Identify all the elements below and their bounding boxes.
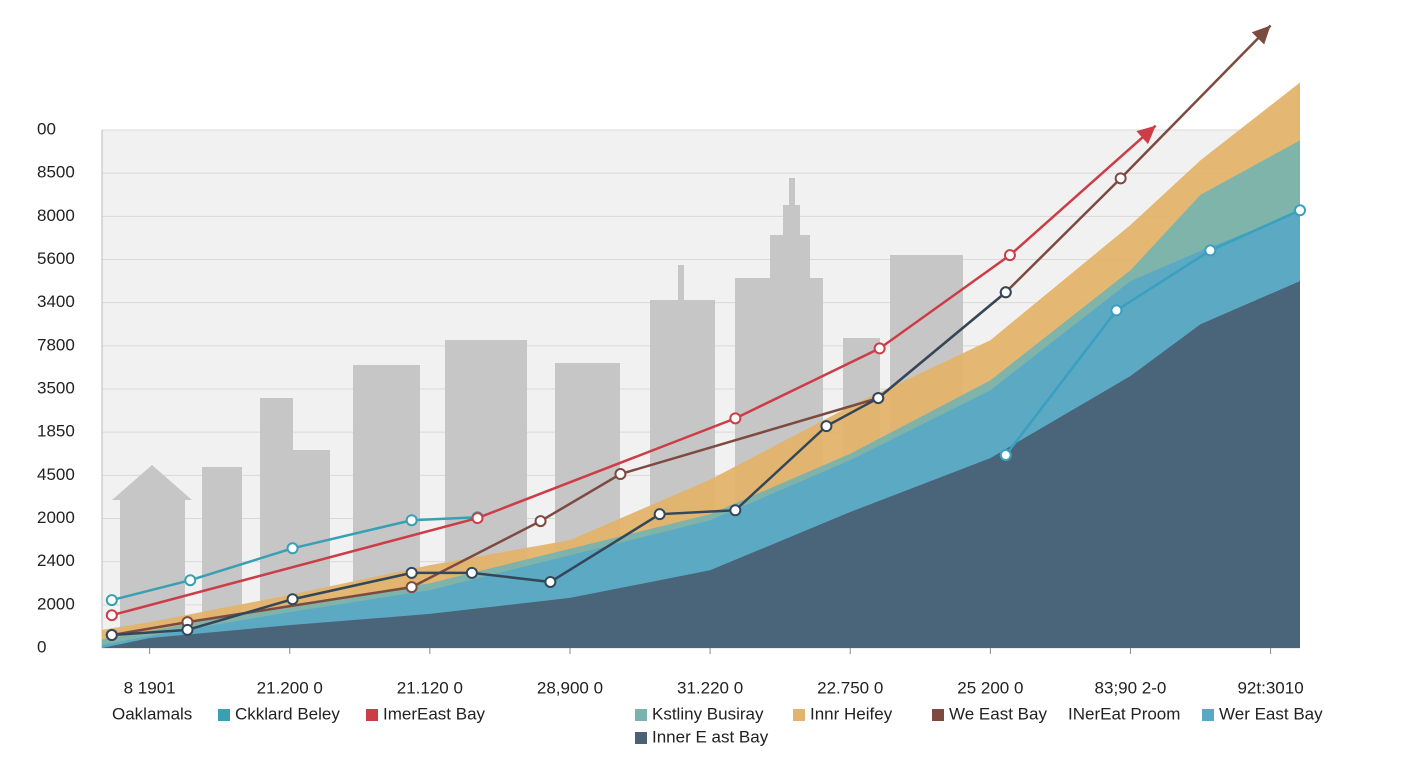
legend-label: INerEat Proom xyxy=(1068,704,1180,723)
y-tick-label: 1850 xyxy=(37,422,75,441)
labels: 0 2000 2400 2000 4500 1850 3500 7800 3400 5600 800… xyxy=(37,119,1323,746)
marker xyxy=(105,629,118,642)
y-tick-label: 00 xyxy=(37,119,56,138)
legend-swatch xyxy=(1202,709,1214,721)
y-tick-label: 4500 xyxy=(37,465,75,484)
marker xyxy=(1003,249,1016,262)
y-tick-label: 8000 xyxy=(37,206,75,225)
area xyxy=(102,281,1300,648)
y-tick-label: 2400 xyxy=(37,551,75,570)
plot xyxy=(102,24,1306,649)
y-tick-label: 2000 xyxy=(37,594,75,613)
marker xyxy=(105,609,118,622)
x-tick-label: 21.120 0 xyxy=(397,678,463,697)
marker xyxy=(1294,204,1306,217)
legend-label: We East Bay xyxy=(949,704,1047,723)
marker xyxy=(729,504,742,517)
x-tick-label: 21.200 0 xyxy=(257,678,323,697)
line xyxy=(1004,209,1301,456)
legend-swatch xyxy=(635,709,647,721)
legend-swatch xyxy=(366,709,378,721)
building xyxy=(783,205,800,240)
marker xyxy=(405,581,418,594)
x-tick-label: 8 1901 xyxy=(124,678,176,697)
arrow-head xyxy=(1251,25,1271,45)
legend-label: Inner E ast Bay xyxy=(652,727,769,746)
line xyxy=(111,124,1157,617)
marker xyxy=(286,542,299,555)
marker xyxy=(286,593,299,606)
marker xyxy=(465,566,478,579)
marker xyxy=(471,512,484,525)
roof xyxy=(112,465,192,500)
legend-label: Innr Heifey xyxy=(810,704,893,723)
y-tick-label: 3500 xyxy=(37,378,75,397)
marker xyxy=(405,514,418,527)
y-tick-label: 2000 xyxy=(37,508,75,527)
marker xyxy=(1114,172,1127,185)
marker xyxy=(614,468,627,481)
spire xyxy=(789,178,795,208)
legend-swatch xyxy=(218,709,230,721)
y-tick-label: 8500 xyxy=(37,163,75,182)
marker xyxy=(1110,304,1123,317)
legend-swatch xyxy=(635,732,647,744)
marker xyxy=(999,449,1012,462)
marker xyxy=(1204,244,1217,257)
legend-swatch xyxy=(932,709,944,721)
marker xyxy=(872,392,885,405)
legend-label: Oaklamals xyxy=(112,704,192,723)
marker xyxy=(534,515,547,528)
spire xyxy=(678,265,684,305)
x-tick-label: 83;90 2-0 xyxy=(1095,678,1167,697)
marker xyxy=(653,508,666,521)
x-tick-label: 92t:3010 xyxy=(1237,678,1303,697)
arrow-head xyxy=(1136,125,1156,145)
y-tick-label: 0 xyxy=(37,637,46,656)
y-tick-label: 7800 xyxy=(37,335,75,354)
y-tick-label: 5600 xyxy=(37,249,75,268)
marker xyxy=(105,594,118,607)
marker xyxy=(873,342,886,355)
marker xyxy=(181,623,194,636)
marker xyxy=(729,412,742,425)
marker xyxy=(184,574,197,587)
legend-label: ImerEast Bay xyxy=(383,704,486,723)
marker xyxy=(544,575,557,588)
marker xyxy=(405,566,418,579)
legend-label: Wer East Bay xyxy=(1219,704,1323,723)
marker xyxy=(820,420,833,433)
x-tick-label: 22.750 0 xyxy=(817,678,883,697)
x-tick-label: 31.220 0 xyxy=(677,678,743,697)
marker xyxy=(999,286,1012,299)
x-tick-label: 25 200 0 xyxy=(957,678,1023,697)
legend-label: Kstliny Busiray xyxy=(652,704,764,723)
building xyxy=(770,235,810,285)
legend-swatch xyxy=(793,709,805,721)
y-tick-label: 3400 xyxy=(37,292,75,311)
legend-label: Ckklard Beley xyxy=(235,704,340,723)
x-tick-label: 28,900 0 xyxy=(537,678,603,697)
